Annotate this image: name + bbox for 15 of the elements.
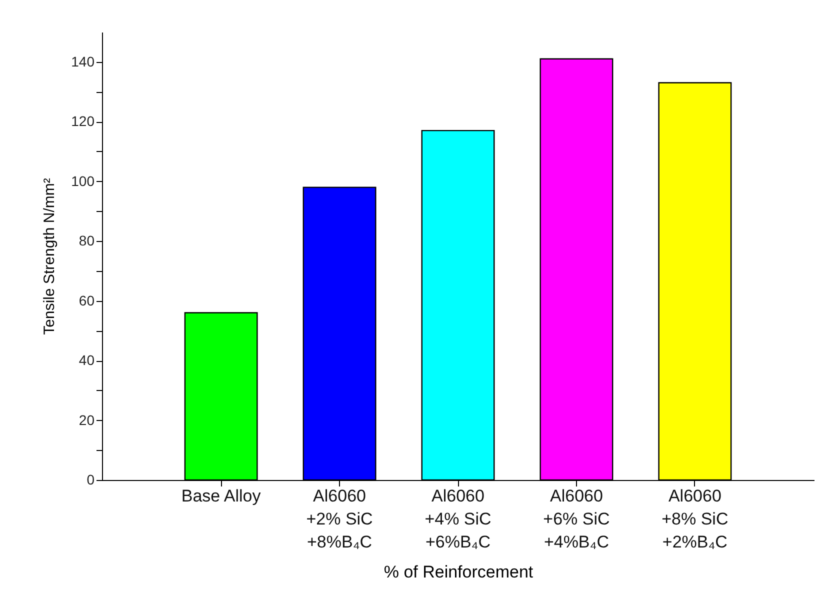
y-tick-label: 0 (86, 472, 95, 488)
y-tick-label: 140 (71, 53, 95, 70)
y-axis-title: Tensile Strength N/mm² (41, 178, 58, 335)
y-tick-label: 100 (71, 172, 95, 189)
x-tick-label: Al6060 +2% SiC +8%B₄C (306, 486, 373, 552)
y-tick-label: 60 (78, 292, 95, 308)
x-tick-label: Al6060 +4% SiC +6%B₄C (424, 486, 492, 552)
y-tick-label: 120 (71, 113, 95, 130)
x-tick-label: Al6060 +6% SiC +4%B₄C (543, 486, 610, 552)
x-axis-title: % of Reinforcement (384, 562, 534, 582)
x-tick-label: Al6060 +8% SiC +2%B₄C (662, 486, 728, 552)
y-tick-label: 40 (78, 352, 95, 368)
x-tick-label: Base Alloy (181, 486, 262, 506)
y-tick-label: 80 (78, 232, 95, 249)
y-tick-label: 20 (78, 412, 95, 428)
